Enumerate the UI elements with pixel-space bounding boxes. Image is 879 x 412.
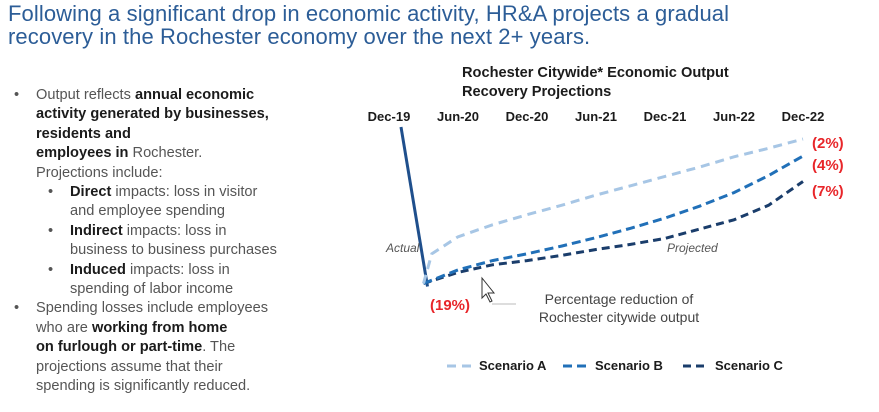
sub-bullet-direct: • Direct impacts: loss in visitor and em…	[48, 184, 258, 220]
legend-label-scenario-c: Scenario C	[715, 358, 784, 373]
bullet-output: • Output reflects annual economic activi…	[14, 87, 269, 181]
tick-dec-22: Dec-22	[782, 109, 825, 124]
tick-jun-21: Jun-21	[575, 109, 617, 124]
headline: Following a significant drop in economic…	[8, 2, 868, 48]
legend-label-scenario-b: Scenario B	[595, 358, 663, 373]
end-label-scenario-b: (4%)	[812, 157, 844, 174]
sub-bullet-indirect: • Indirect impacts: loss in business to …	[48, 222, 277, 259]
trough-label: (19%)	[430, 297, 470, 314]
trough-note-line-1: Percentage reduction of	[545, 291, 694, 307]
chart-title-line-1: Rochester Citywide* Economic Output	[462, 65, 729, 81]
sub-bullet-induced: • Induced impacts: loss in spending of l…	[48, 261, 234, 298]
actual-annotation: Actual	[385, 241, 420, 255]
end-labels: (2%) (4%) (7%)	[812, 135, 844, 200]
cursor-icon	[481, 276, 496, 303]
actual-line	[399, 126, 429, 287]
bullet-list: • Output reflects annual economic activi…	[14, 86, 334, 397]
headline-line-1: Following a significant drop in economic…	[8, 1, 730, 26]
bullet-spending: • Spending losses include employees who …	[14, 300, 269, 395]
tick-dec-19: Dec-19	[368, 109, 411, 124]
legend-label-scenario-a: Scenario A	[479, 358, 547, 373]
tick-dec-20: Dec-20	[506, 109, 549, 124]
tick-jun-22: Jun-22	[713, 109, 755, 124]
series-line-scenario-a	[422, 137, 804, 284]
tick-jun-20: Jun-20	[437, 109, 479, 124]
chart-title-line-2: Recovery Projections	[462, 84, 611, 100]
series-line-scenario-b	[422, 154, 804, 285]
end-label-scenario-c: (7%)	[812, 183, 844, 200]
legend: Scenario A Scenario B Scenario C	[447, 358, 784, 373]
series-line-scenario-c	[423, 180, 804, 285]
tick-dec-21: Dec-21	[644, 109, 687, 124]
bullet-dot: •	[14, 87, 20, 103]
projected-annotation: Projected	[667, 241, 718, 255]
trough-note-line-2: Rochester citywide output	[539, 309, 699, 325]
series-lines	[399, 126, 804, 287]
end-label-scenario-a: (2%)	[812, 135, 844, 152]
x-axis-ticks: Dec-19 Jun-20 Dec-20 Jun-21 Dec-21 Jun-22 Dec-…	[368, 109, 825, 124]
headline-line-2: recovery in the Rochester economy over t…	[8, 24, 591, 49]
